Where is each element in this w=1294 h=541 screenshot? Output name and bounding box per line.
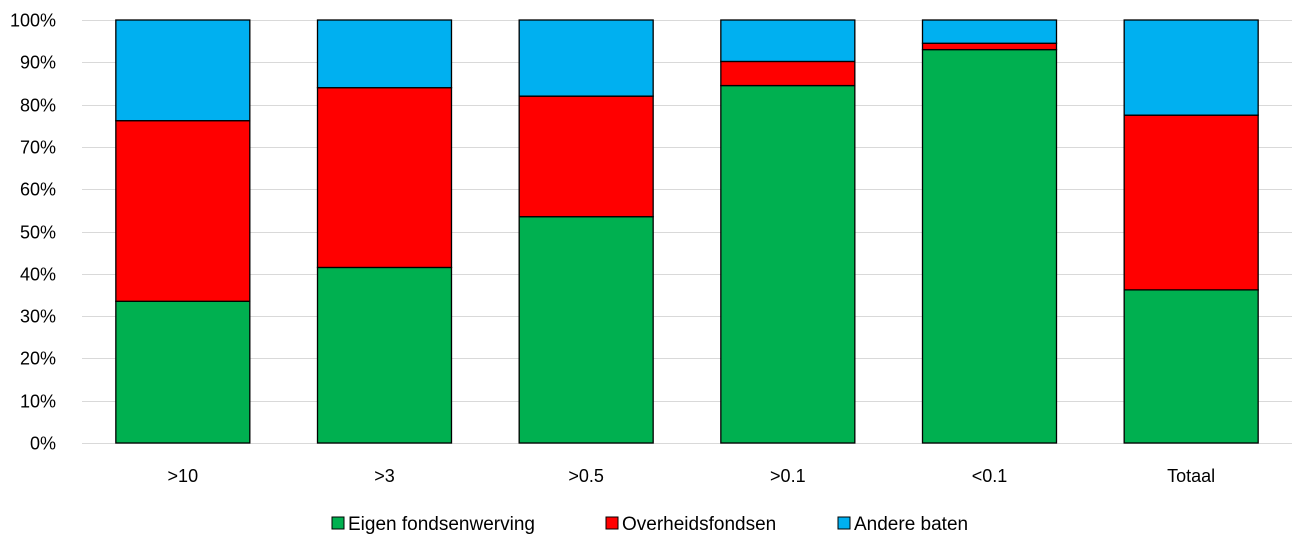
bars: [115, 19, 1259, 444]
bar-segment: [316, 19, 453, 89]
bar-segment: [115, 19, 251, 122]
x-tick-label: >0.5: [568, 466, 604, 486]
y-tick-label: 40%: [20, 265, 56, 285]
legend-item: Andere baten: [837, 514, 968, 535]
legend-item: Overheidsfondsen: [605, 514, 776, 535]
y-axis-ticks: 0% 10% 20% 30% 40% 50% 60% 70% 80% 90% 100%: [10, 11, 56, 454]
bar-segment: [1123, 289, 1259, 444]
bar-segment: [518, 19, 654, 97]
y-tick-label: 70%: [20, 138, 56, 158]
gridlines: [82, 20, 1292, 444]
y-tick-label: 50%: [20, 223, 56, 243]
bar-segment: [316, 87, 453, 269]
legend: Eigen fondsenwerving Overheidsfondsen Ande…: [331, 514, 968, 535]
bar-segment: [1123, 19, 1259, 116]
x-tick-label: <0.1: [972, 466, 1008, 486]
bar-segment: [921, 42, 1058, 51]
x-axis-ticks: >10 >3 >0.5 >0.1 <0.1 Totaal: [168, 466, 1216, 486]
y-tick-label: 80%: [20, 96, 56, 116]
bar-segment: [921, 48, 1058, 444]
bar-segment: [115, 300, 251, 444]
legend-label: Overheidsfondsen: [622, 514, 776, 535]
bar-segment: [720, 60, 856, 87]
y-tick-label: 20%: [20, 349, 56, 369]
y-tick-label: 10%: [20, 392, 56, 412]
y-tick-label: 0%: [30, 434, 56, 454]
y-tick-label: 100%: [10, 11, 56, 31]
x-tick-label: >10: [168, 466, 199, 486]
bar-segment: [115, 120, 251, 302]
legend-label: Andere baten: [854, 514, 968, 535]
bar-segment: [720, 19, 856, 63]
y-tick-label: 90%: [20, 53, 56, 73]
legend-label: Eigen fondsenwerving: [348, 514, 535, 535]
y-tick-label: 30%: [20, 307, 56, 327]
bar-segment: [1123, 114, 1259, 291]
legend-swatch: [837, 516, 851, 530]
legend-swatch: [331, 516, 345, 530]
legend-swatch: [605, 516, 619, 530]
bar-segment: [518, 216, 654, 444]
bar-segment: [316, 266, 453, 444]
y-tick-label: 60%: [20, 180, 56, 200]
legend-item: Eigen fondsenwerving: [331, 514, 535, 535]
x-tick-label: Totaal: [1167, 466, 1215, 486]
bar-segment: [720, 84, 856, 444]
x-tick-label: >0.1: [770, 466, 806, 486]
x-tick-label: >3: [374, 466, 395, 486]
bar-segment: [921, 19, 1058, 44]
bar-segment: [518, 95, 654, 218]
